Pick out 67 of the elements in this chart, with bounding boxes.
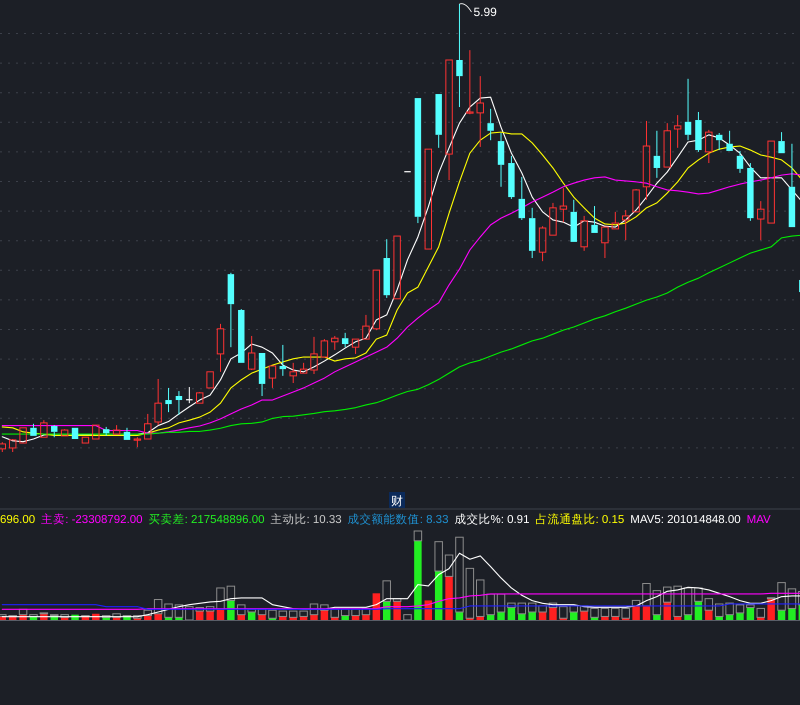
bar [362, 614, 370, 620]
bar [434, 571, 442, 620]
bar [382, 580, 391, 602]
bar [195, 607, 204, 612]
bar [621, 608, 630, 619]
bar [746, 604, 755, 608]
note: 5.99 [459, 3, 497, 19]
bar [258, 614, 266, 620]
bar [486, 594, 495, 616]
bar [549, 608, 557, 620]
bar [456, 612, 464, 620]
bar [518, 602, 526, 614]
bar [528, 612, 536, 620]
bar [133, 615, 142, 619]
bar [538, 612, 546, 620]
bar [320, 610, 328, 620]
bar [726, 614, 734, 620]
bar [704, 598, 714, 611]
bar [746, 608, 754, 620]
bar [664, 602, 671, 620]
bar [756, 608, 766, 618]
bar [570, 612, 578, 620]
bar [238, 614, 246, 620]
bar [466, 568, 474, 619]
bar [663, 586, 672, 603]
bar [778, 610, 786, 620]
bar [653, 614, 661, 620]
bar [705, 610, 713, 620]
bar [299, 610, 308, 617]
bar [144, 610, 152, 616]
bar [714, 603, 724, 617]
bar [434, 541, 443, 572]
bar [788, 608, 796, 620]
bar [288, 610, 298, 618]
bar [652, 590, 662, 616]
bar [497, 612, 505, 620]
bar [580, 611, 588, 620]
bar [414, 540, 422, 620]
bar [154, 599, 162, 614]
bar [320, 604, 329, 611]
bar [60, 614, 69, 618]
bar [414, 530, 422, 542]
bar [611, 608, 620, 617]
bar [278, 610, 288, 617]
bar [632, 606, 640, 620]
bar [508, 608, 516, 620]
annotation: 5.99 [473, 5, 498, 19]
bar [476, 579, 484, 617]
bar [528, 602, 536, 612]
bar [226, 586, 236, 601]
bar [559, 606, 568, 619]
bar [736, 612, 744, 620]
bar [216, 609, 224, 620]
bar [642, 606, 650, 620]
bar [673, 586, 682, 617]
bar [445, 576, 453, 620]
bar [403, 614, 412, 620]
bar [684, 614, 692, 620]
bar [196, 611, 204, 620]
bar [185, 606, 194, 620]
bar [237, 604, 246, 616]
panel-header: 财 696.00 主卖: -23308792.00 买卖差: 217548896.00 主动比: 10.33 成交额能数值: 8.33 成交比%: 0.91 占流通盘比: 0.15 MAV5: 201014848.00 MAV [0, 492, 800, 526]
bar [310, 603, 318, 616]
bar [248, 612, 256, 620]
bar [486, 614, 494, 620]
bar [206, 611, 214, 620]
bar [694, 601, 702, 620]
